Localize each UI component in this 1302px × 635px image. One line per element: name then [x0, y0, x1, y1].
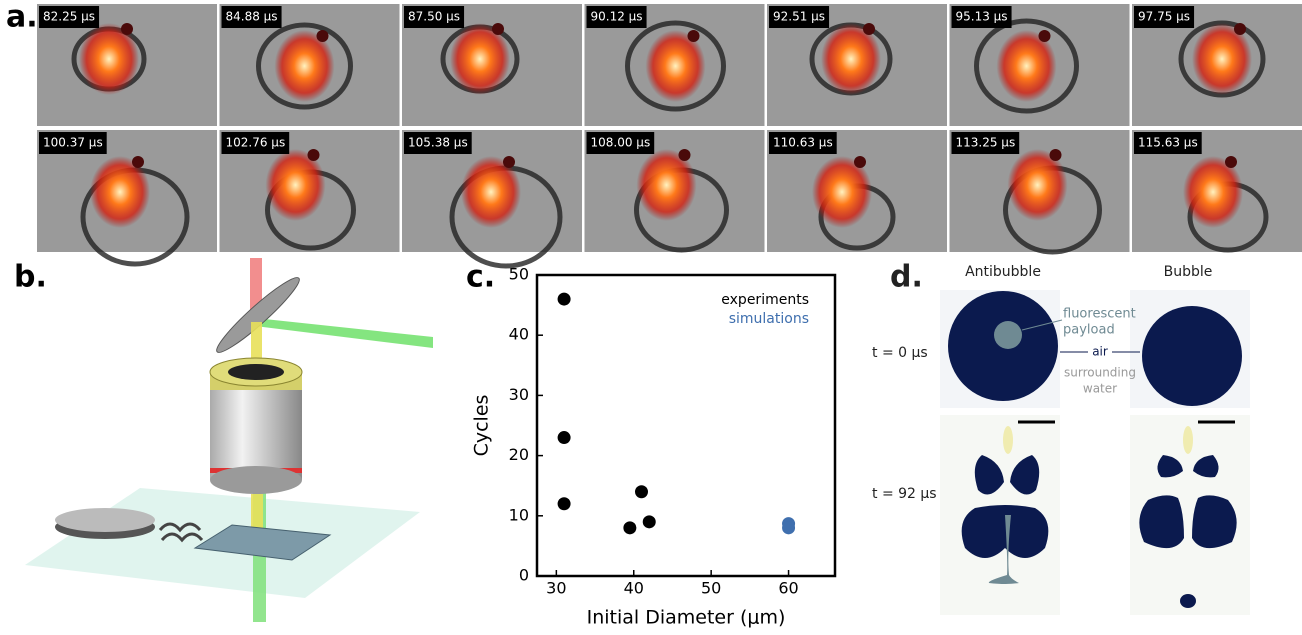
timestamp: 105.38 µs — [408, 136, 468, 150]
point — [623, 521, 636, 534]
timestamp: 84.88 µs — [226, 10, 278, 24]
bubble — [1142, 306, 1242, 406]
timestamp: 100.37 µs — [43, 136, 103, 150]
dark-spot — [317, 30, 329, 42]
timestamp: 92.51 µs — [773, 10, 825, 24]
timestamp: 115.63 µs — [1138, 136, 1198, 150]
x-tick-label: 50 — [701, 579, 721, 598]
frame: 100.37 µs — [37, 130, 217, 264]
frame: 90.12 µs — [585, 4, 765, 126]
frame: 97.75 µs — [1132, 4, 1302, 126]
frame: 105.38 µs — [402, 130, 582, 266]
dark-spot — [679, 149, 691, 161]
frame: 110.63 µs — [767, 130, 947, 252]
simulation-panel: d. Antibubble Bubble t = 0 µs t = 92 µs … — [872, 260, 1250, 616]
y-tick-label: 20 — [509, 445, 529, 464]
dark-spot — [1050, 149, 1062, 161]
green-beam — [255, 318, 433, 348]
x-tick-label: 40 — [624, 579, 644, 598]
timestamp: 97.75 µs — [1138, 10, 1190, 24]
objective — [210, 380, 302, 480]
frame: 113.25 µs — [950, 130, 1130, 252]
y-tick-label: 40 — [509, 325, 529, 344]
column-label: Bubble — [1164, 264, 1213, 280]
panel-label: d. — [890, 260, 923, 295]
time-label: t = 92 µs — [872, 486, 937, 502]
dark-spot — [1234, 23, 1246, 35]
dark-spot — [121, 23, 133, 35]
frame: 92.51 µs — [767, 4, 947, 126]
dark-spot — [1225, 156, 1237, 168]
timestamp: 113.25 µs — [956, 136, 1016, 150]
point — [782, 521, 795, 534]
y-axis-label: Cycles — [471, 395, 493, 457]
dark-spot — [1039, 30, 1051, 42]
frame: 84.88 µs — [220, 4, 400, 126]
y-tick-label: 10 — [509, 505, 529, 524]
point — [558, 431, 571, 444]
timestamp: 110.63 µs — [773, 136, 833, 150]
panel-label: a. — [6, 0, 38, 35]
timestamp: 102.76 µs — [226, 136, 286, 150]
x-tick-label: 60 — [778, 579, 798, 598]
frame: 82.25 µs — [37, 4, 217, 126]
timestamp: 87.50 µs — [408, 10, 460, 24]
annotation: payload — [1063, 323, 1115, 338]
annotation: fluorescent — [1063, 307, 1136, 322]
frame: 108.00 µs — [585, 130, 765, 252]
payload — [994, 321, 1022, 349]
timestamp: 90.12 µs — [591, 10, 643, 24]
dark-spot — [503, 156, 515, 168]
timestamp: 108.00 µs — [591, 136, 651, 150]
figure: a. 82.25 µs 84.88 µs 87.50 µs 90.12 µs 92.51… — [0, 0, 1302, 631]
jet — [1003, 426, 1013, 454]
y-tick-label: 50 — [509, 265, 529, 284]
objective-bottom — [210, 466, 302, 494]
microscope-illustration — [25, 258, 433, 622]
frame: 102.76 µs — [220, 130, 400, 252]
dark-spot — [854, 156, 866, 168]
bubble-fragment — [1180, 594, 1196, 608]
column-label: Antibubble — [965, 264, 1041, 280]
dark-spot — [863, 23, 875, 35]
dark-spot — [492, 23, 504, 35]
point — [558, 497, 571, 510]
point — [558, 293, 571, 306]
point — [635, 485, 648, 498]
transducer-top — [55, 508, 155, 532]
dark-spot — [688, 30, 700, 42]
scatter-chart: 30 40 50 60 0 10 20 30 40 50 Initial Diameter (μm)… — [471, 265, 836, 629]
frame: 95.13 µs — [950, 4, 1130, 126]
jet — [1183, 426, 1193, 454]
y-tick-label: 30 — [509, 385, 529, 404]
dark-spot — [132, 156, 144, 168]
frame: 115.63 µs — [1132, 130, 1302, 252]
legend-entry: experiments — [721, 292, 809, 308]
x-tick-label: 30 — [546, 579, 566, 598]
frame: 87.50 µs — [402, 4, 582, 126]
dark-spot — [308, 149, 320, 161]
annotation: surrounding — [1064, 366, 1136, 380]
point — [643, 515, 656, 528]
timestamp: 95.13 µs — [956, 10, 1008, 24]
annotation: water — [1083, 382, 1117, 396]
frame-grid: 82.25 µs 84.88 µs 87.50 µs 90.12 µs 92.51 µs… — [37, 4, 1302, 266]
y-tick-label: 0 — [519, 566, 529, 585]
time-label: t = 0 µs — [872, 345, 928, 361]
objective-aperture — [228, 364, 284, 380]
annotation: air — [1092, 345, 1108, 359]
x-axis-label: Initial Diameter (μm) — [587, 607, 786, 629]
legend-entry: simulations — [729, 311, 809, 327]
panel-label: c. — [466, 260, 495, 295]
timestamp: 82.25 µs — [43, 10, 95, 24]
panel-label: b. — [14, 260, 47, 295]
